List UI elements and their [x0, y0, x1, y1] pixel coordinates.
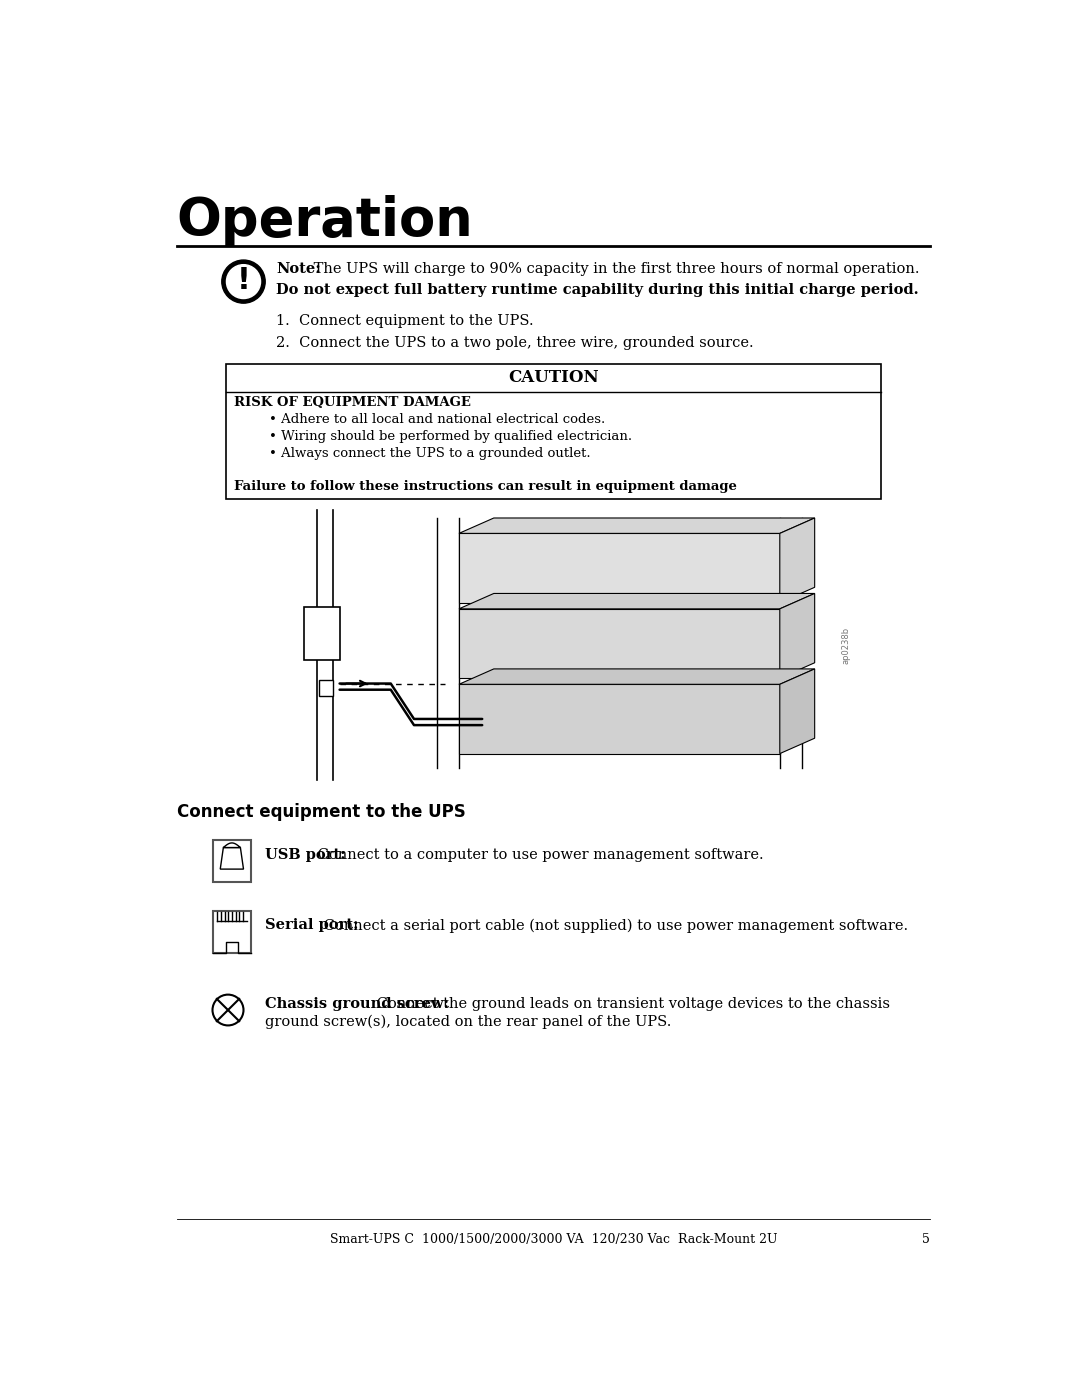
Text: • Adhere to all local and national electrical codes.: • Adhere to all local and national elect… [269, 414, 605, 426]
Text: !: ! [237, 267, 251, 295]
Text: USB port:: USB port: [266, 848, 346, 862]
Polygon shape [224, 842, 241, 848]
Bar [459, 685, 780, 753]
Text: Serial port:: Serial port: [266, 918, 359, 932]
Text: • Wiring should be performed by qualified electrician.: • Wiring should be performed by qualifie… [269, 430, 632, 443]
Circle shape [227, 264, 260, 299]
Polygon shape [459, 594, 814, 609]
Text: 5: 5 [922, 1232, 930, 1246]
Bar [213, 840, 252, 882]
Text: Do not expect full battery runtime capability during this initial charge period.: Do not expect full battery runtime capab… [276, 284, 919, 298]
Bar [459, 609, 780, 678]
Circle shape [213, 995, 243, 1025]
Circle shape [221, 260, 266, 303]
Text: Connect the ground leads on transient voltage devices to the chassis: Connect the ground leads on transient vo… [373, 997, 890, 1011]
Polygon shape [780, 669, 814, 753]
Bar [459, 534, 780, 602]
Polygon shape [320, 680, 334, 696]
Bar [213, 911, 252, 953]
Polygon shape [780, 518, 814, 602]
Text: ap0238b: ap0238b [841, 626, 851, 664]
Text: • Always connect the UPS to a grounded outlet.: • Always connect the UPS to a grounded o… [269, 447, 591, 460]
Polygon shape [780, 594, 814, 678]
Text: 1.  Connect equipment to the UPS.: 1. Connect equipment to the UPS. [276, 314, 534, 328]
Text: CAUTION: CAUTION [509, 369, 598, 387]
Polygon shape [459, 518, 814, 534]
Text: Failure to follow these instructions can result in equipment damage: Failure to follow these instructions can… [234, 481, 737, 493]
Text: RISK OF EQUIPMENT DAMAGE: RISK OF EQUIPMENT DAMAGE [234, 395, 471, 408]
Polygon shape [459, 669, 814, 685]
Bar [227, 365, 880, 499]
Text: The UPS will charge to 90% capacity in the first three hours of normal operation: The UPS will charge to 90% capacity in t… [309, 261, 919, 275]
Text: 2.  Connect the UPS to a two pole, three wire, grounded source.: 2. Connect the UPS to a two pole, three … [276, 335, 754, 349]
Text: Operation: Operation [177, 194, 474, 247]
Text: Chassis ground screw:: Chassis ground screw: [266, 997, 449, 1011]
Text: Smart-UPS C  1000/1500/2000/3000 VA  120/230 Vac  Rack-Mount 2U: Smart-UPS C 1000/1500/2000/3000 VA 120/2… [329, 1232, 778, 1246]
Text: Connect to a computer to use power management software.: Connect to a computer to use power manag… [313, 848, 764, 862]
Bar [303, 606, 339, 661]
Polygon shape [220, 848, 243, 869]
Text: ground screw(s), located on the rear panel of the UPS.: ground screw(s), located on the rear pan… [266, 1014, 672, 1030]
Text: Connect a serial port cable (not supplied) to use power management software.: Connect a serial port cable (not supplie… [320, 918, 908, 933]
Text: Connect equipment to the UPS: Connect equipment to the UPS [177, 803, 465, 821]
Text: Note:: Note: [276, 261, 321, 275]
